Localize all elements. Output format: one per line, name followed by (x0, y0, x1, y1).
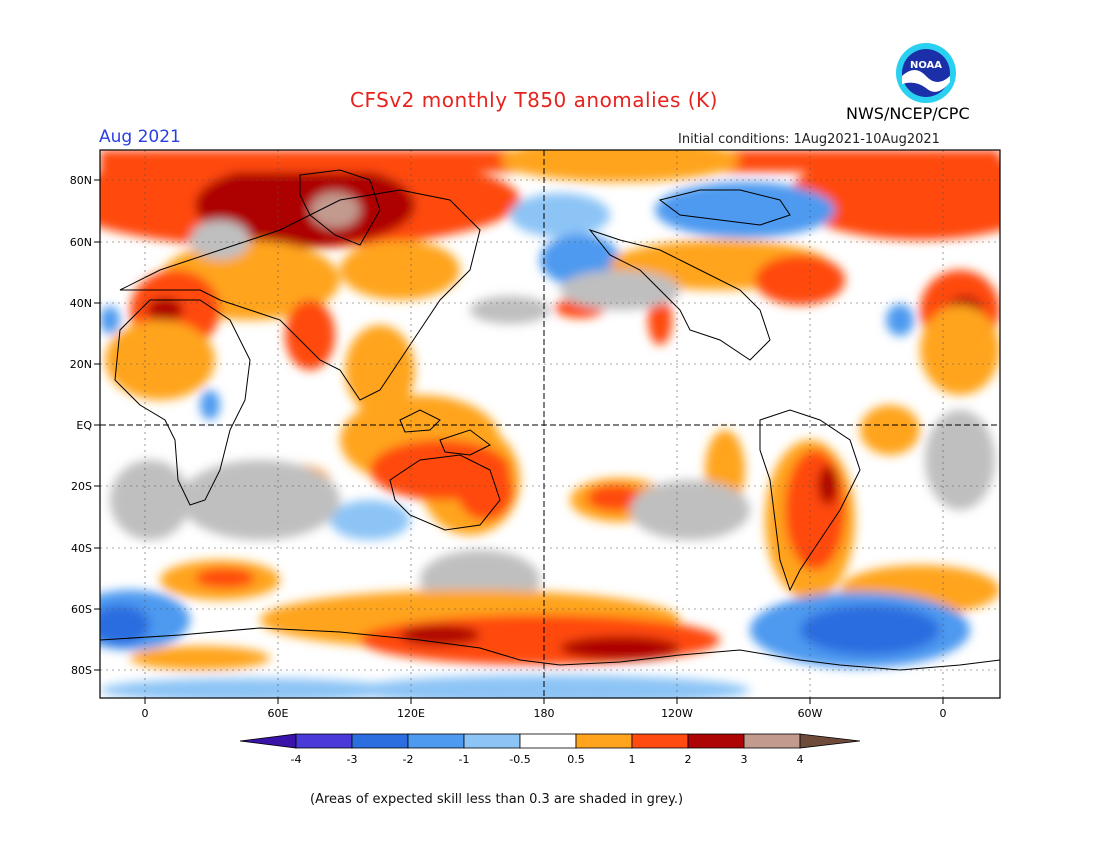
colorbar-bin (295, 733, 353, 749)
lat-label-40s: 40S (71, 542, 92, 555)
lon-label-0-east: 0 (940, 707, 947, 720)
colorbar-tick: -4 (291, 753, 302, 766)
lat-label-20n: 20N (70, 358, 92, 371)
lat-label-80n: 80N (70, 174, 92, 187)
colorbar-bin (575, 733, 633, 749)
colorbar-bin (463, 733, 521, 749)
colorbar-bin (519, 733, 577, 749)
lat-label-80s: 80S (71, 664, 92, 677)
colorbar-tick: -2 (403, 753, 414, 766)
chart-title: CFSv2 monthly T850 anomalies (K) (350, 88, 718, 112)
map-frame (99, 149, 1001, 699)
skill-footnote: (Areas of expected skill less than 0.3 a… (310, 792, 684, 807)
colorbar-tick: 1 (629, 753, 636, 766)
agency-label: NWS/NCEP/CPC (846, 104, 970, 123)
lon-label-180: 180 (534, 707, 555, 720)
lat-label-40n: 40N (70, 297, 92, 310)
anomaly-field (100, 150, 1000, 698)
lon-label-120w: 120W (661, 707, 693, 720)
lon-label-120e: 120E (397, 707, 425, 720)
lon-label-60w: 60W (798, 707, 823, 720)
lat-label-60s: 60S (71, 603, 92, 616)
lon-label-60e: 60E (268, 707, 289, 720)
colorbar-tick: -3 (347, 753, 358, 766)
lon-label-0-west: 0 (142, 707, 149, 720)
colorbar-tick: -0.5 (509, 753, 530, 766)
colorbar-tick: 0.5 (567, 753, 585, 766)
initial-conditions: Initial conditions: 1Aug2021-10Aug2021 (678, 132, 940, 147)
noaa-logo-text: NOAA (910, 60, 942, 71)
colorbar-bin (743, 733, 801, 749)
colorbar-arrow-high (799, 733, 861, 749)
equator-dateline (100, 150, 1000, 698)
lat-label-60n: 60N (70, 236, 92, 249)
colorbar-bin (687, 733, 745, 749)
lat-label-eq: EQ (76, 419, 92, 432)
colorbar-tick: 2 (685, 753, 692, 766)
lat-label-20s: 20S (71, 480, 92, 493)
colorbar-tick: 3 (741, 753, 748, 766)
colorbar-bin (351, 733, 409, 749)
coastlines (100, 169, 1000, 698)
colorbar-bin (407, 733, 465, 749)
noaa-logo-icon: NOAA (896, 43, 956, 103)
colorbar (239, 733, 861, 749)
colorbar-bin (631, 733, 689, 749)
colorbar-tick: -1 (459, 753, 470, 766)
colorbar-arrow-low (239, 733, 297, 749)
colorbar-tick: 4 (797, 753, 804, 766)
forecast-month: Aug 2021 (99, 127, 181, 147)
graticule (100, 150, 1000, 698)
